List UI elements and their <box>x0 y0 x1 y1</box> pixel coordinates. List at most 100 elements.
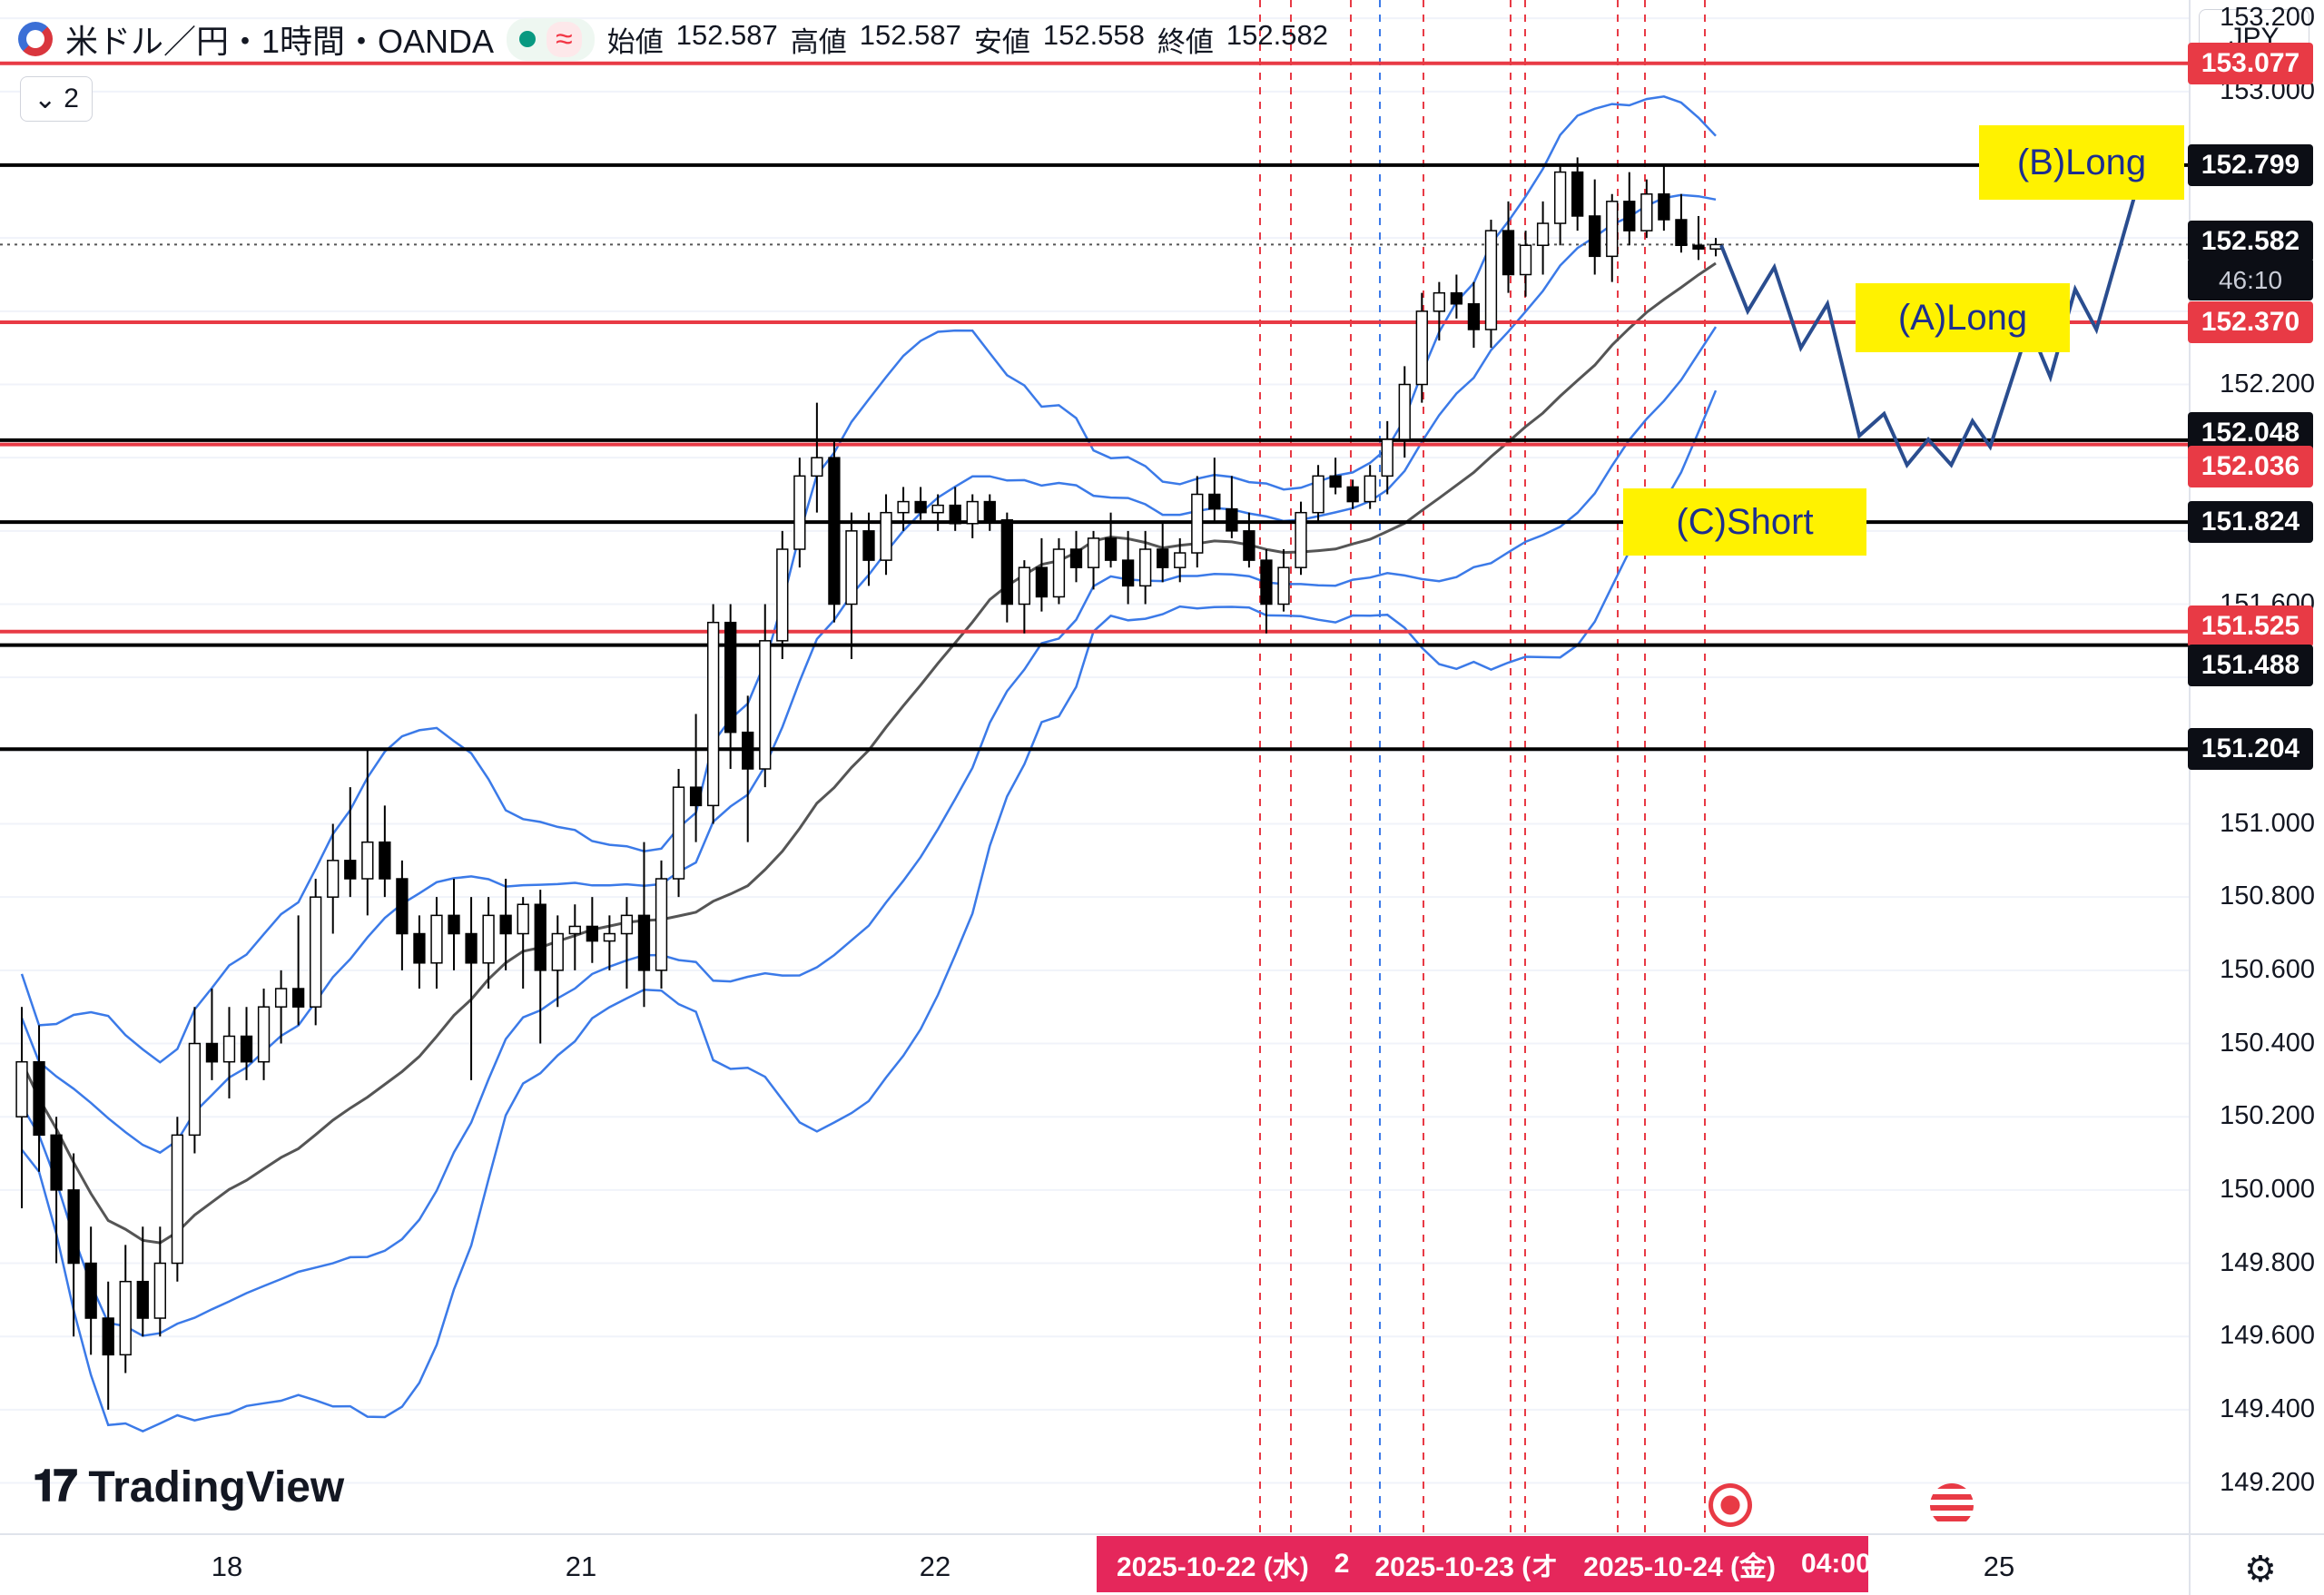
economic-event-icon[interactable] <box>1709 1483 1752 1527</box>
candle-body <box>1484 230 1498 330</box>
price-tick-label: 151.000 <box>2220 808 2315 838</box>
candle-body <box>1398 383 1411 440</box>
candle-body <box>1226 507 1238 532</box>
price-tick-label: 149.200 <box>2220 1467 2315 1497</box>
date-label-2: 2 <box>1334 1549 1350 1579</box>
price-tag-152.370[interactable]: 152.370 <box>2188 300 2313 343</box>
moving-average-line <box>20 261 1717 1245</box>
time-tick-label: 21 <box>565 1551 597 1582</box>
date-label-3: 2025-10-23 (オ <box>1374 1552 1559 1582</box>
price-tag-153.077[interactable]: 153.077 <box>2188 42 2313 84</box>
time-tick-label: 22 <box>919 1551 951 1582</box>
high-value: 152.587 <box>859 18 961 51</box>
candle-body <box>1174 552 1187 568</box>
price-tag-151.204[interactable]: 151.204 <box>2188 728 2313 771</box>
candle-body <box>292 988 305 1008</box>
candle-body <box>1553 171 1567 224</box>
price-tick-label: 149.600 <box>2220 1321 2315 1351</box>
candle-body <box>1675 219 1688 246</box>
candle-body <box>534 903 547 971</box>
candle-body <box>1191 493 1204 554</box>
note-short-c[interactable]: (C)Short <box>1623 488 1866 556</box>
bollinger-lower-2 <box>21 389 1718 1433</box>
candle-body <box>845 530 858 606</box>
bar-countdown: 46:10 <box>2188 261 2313 301</box>
bollinger-upper-1 <box>20 193 1717 1155</box>
candle-body <box>897 500 910 514</box>
candle-body <box>655 878 668 971</box>
candle-body <box>1623 201 1636 231</box>
price-tick-label: 152.200 <box>2220 369 2315 399</box>
price-tag-151.525[interactable]: 151.525 <box>2188 605 2313 647</box>
candle-body <box>465 932 478 964</box>
candle-body <box>1502 230 1515 276</box>
candle-body <box>33 1060 45 1137</box>
candle-body <box>1018 566 1031 606</box>
candle-body <box>880 511 892 561</box>
candle-body <box>1519 244 1532 276</box>
close-value: 152.582 <box>1226 18 1328 51</box>
candle-body <box>1121 559 1135 587</box>
candle-body <box>793 475 806 550</box>
market-status[interactable]: ≈ <box>507 17 595 61</box>
low-value: 152.558 <box>1042 18 1145 51</box>
candle-body <box>517 903 529 935</box>
candle-body <box>672 786 685 880</box>
date-label-1: 2025-10-22 (水) <box>1117 1552 1309 1582</box>
candle-body <box>1312 475 1324 514</box>
candle-body <box>706 621 720 807</box>
symbol-legend: 米ドル／円・1時間・OANDA ≈ 始値 152.587 高値 152.587 安値… <box>18 13 1328 65</box>
candle-body <box>603 932 616 942</box>
close-label: 終値 <box>1157 25 1214 58</box>
candle-body <box>949 504 961 525</box>
watermark-text: TradingView <box>88 1462 345 1511</box>
candle-body <box>188 1042 202 1137</box>
candle-body <box>1208 493 1221 510</box>
candle-body <box>1260 559 1273 606</box>
candle-body <box>1415 310 1428 386</box>
price-tag-151.488[interactable]: 151.488 <box>2188 644 2313 686</box>
price-tick-label: 150.000 <box>2220 1174 2315 1204</box>
candle-body <box>1364 475 1376 503</box>
candle-body <box>171 1134 184 1265</box>
note-long-b[interactable]: (B)Long <box>1979 125 2184 200</box>
candle-body <box>983 500 996 521</box>
price-tag-152.799[interactable]: 152.799 <box>2188 143 2313 186</box>
candle-body <box>1467 303 1481 330</box>
candle-body <box>482 914 495 964</box>
candle-body <box>1346 486 1359 503</box>
price-tick-label: 150.600 <box>2220 954 2315 984</box>
candle-body <box>1381 438 1393 478</box>
price-tag-151.824[interactable]: 151.824 <box>2188 501 2313 544</box>
candle-body <box>1295 511 1307 568</box>
last-price-tag[interactable]: 152.582 <box>2188 221 2313 263</box>
candle-body <box>724 621 737 734</box>
chevron-down-icon: ⌄ <box>34 84 57 114</box>
candle-body <box>344 860 357 880</box>
price-tick-label: 150.800 <box>2220 881 2315 911</box>
candle-body <box>568 925 581 935</box>
candle-body <box>742 731 754 770</box>
candle-body <box>396 878 409 935</box>
note-long-a[interactable]: (A)Long <box>1856 283 2070 352</box>
candle-body <box>153 1262 166 1319</box>
bollinger-lower-1 <box>20 326 1718 1337</box>
candle-body <box>430 914 443 964</box>
candle-body <box>1433 291 1445 312</box>
candle-body <box>379 841 391 880</box>
indicator-collapse-button[interactable]: ⌄ 2 <box>20 76 93 122</box>
candle-body <box>274 988 288 1008</box>
candle-body <box>15 1060 28 1117</box>
candle-body <box>1658 193 1670 221</box>
candle-body <box>327 860 340 898</box>
symbol-title[interactable]: 米ドル／円・1時間・OANDA <box>65 23 495 60</box>
price-tick-label: 150.400 <box>2220 1028 2315 1058</box>
gear-icon[interactable]: ⚙ <box>2244 1550 2277 1590</box>
price-tag-152.036[interactable]: 152.036 <box>2188 445 2313 487</box>
candle-body <box>136 1280 149 1319</box>
indicator-count: 2 <box>64 84 79 113</box>
us-flag-icon[interactable] <box>1930 1483 1974 1527</box>
candle-body <box>586 925 598 942</box>
